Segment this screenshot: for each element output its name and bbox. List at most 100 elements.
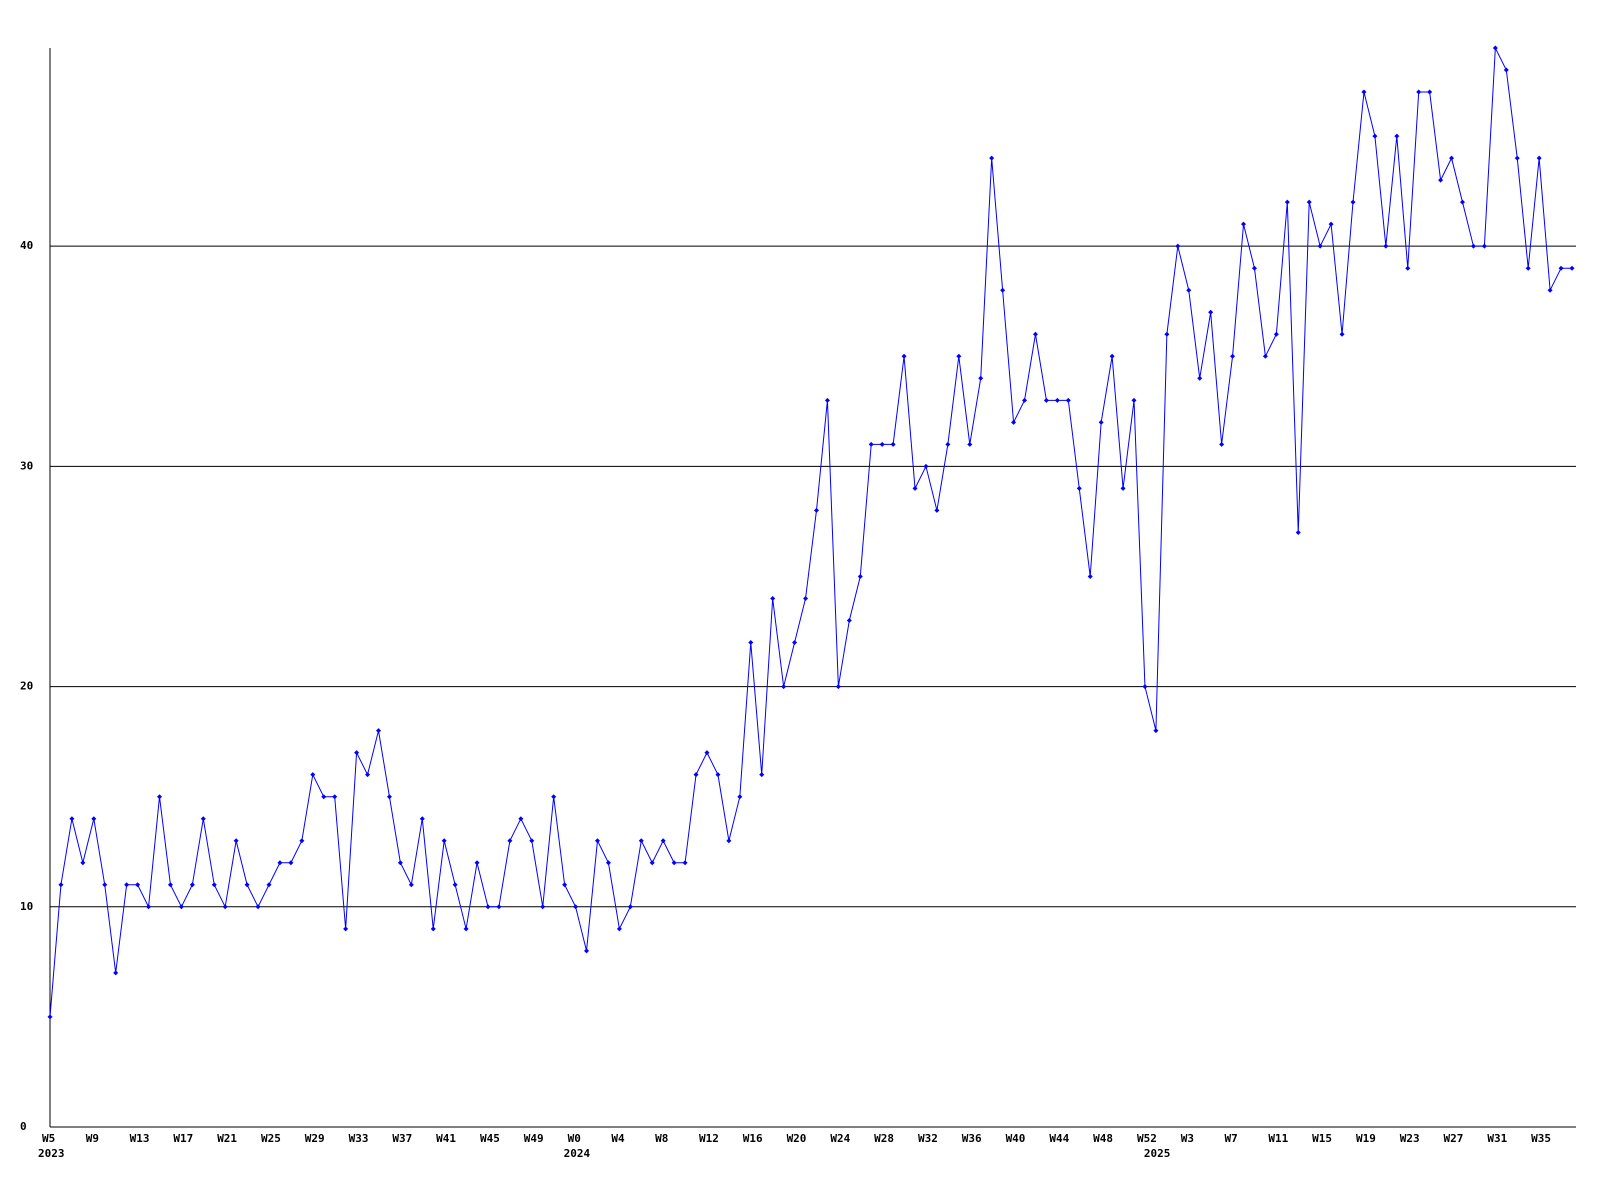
- data-point: [408, 882, 414, 888]
- data-point: [222, 904, 228, 910]
- data-point: [879, 441, 885, 447]
- data-point: [1536, 155, 1542, 161]
- data-point: [803, 596, 809, 602]
- data-point: [682, 860, 688, 866]
- x-tick-label: W40: [1006, 1132, 1026, 1145]
- x-tick-label: W29: [305, 1132, 325, 1145]
- data-point: [1251, 265, 1257, 271]
- y-tick-label: 40: [20, 239, 33, 252]
- data-point: [1383, 243, 1389, 249]
- data-point: [1098, 419, 1104, 425]
- data-point: [1470, 243, 1476, 249]
- data-point: [80, 860, 86, 866]
- data-point: [277, 860, 283, 866]
- data-point: [1054, 397, 1060, 403]
- data-point: [1492, 45, 1498, 51]
- data-point: [485, 904, 491, 910]
- y-tick-label: 20: [20, 680, 33, 693]
- data-point: [1022, 397, 1028, 403]
- data-point: [91, 816, 97, 822]
- data-point: [343, 926, 349, 932]
- data-point: [1120, 485, 1126, 491]
- data-point: [1372, 133, 1378, 139]
- data-point: [135, 882, 141, 888]
- data-point: [737, 794, 743, 800]
- data-point: [419, 816, 425, 822]
- data-point: [1460, 199, 1466, 205]
- x-tick-label: W45: [480, 1132, 500, 1145]
- data-point: [1076, 485, 1082, 491]
- data-point: [1109, 353, 1115, 359]
- data-point: [671, 860, 677, 866]
- data-point: [1065, 397, 1071, 403]
- data-point: [233, 838, 239, 844]
- data-point: [441, 838, 447, 844]
- data-point: [912, 485, 918, 491]
- data-point: [1032, 331, 1038, 337]
- data-point: [813, 507, 819, 513]
- data-point: [584, 948, 590, 954]
- x-tick-label: W35: [1531, 1132, 1551, 1145]
- x-tick-label: W17: [173, 1132, 193, 1145]
- data-point: [770, 596, 776, 602]
- data-point: [189, 882, 195, 888]
- data-point: [354, 750, 360, 756]
- data-point: [146, 904, 152, 910]
- data-point: [1449, 155, 1455, 161]
- data-point: [1284, 199, 1290, 205]
- data-point: [1219, 441, 1225, 447]
- data-point: [430, 926, 436, 932]
- data-point: [518, 816, 524, 822]
- x-tick-label: W19: [1356, 1132, 1376, 1145]
- data-point: [1394, 133, 1400, 139]
- data-point: [627, 904, 633, 910]
- x-tick-label: W31: [1487, 1132, 1507, 1145]
- x-year-label: 2023: [38, 1147, 65, 1160]
- x-tick-label: W49: [524, 1132, 544, 1145]
- data-point: [1317, 243, 1323, 249]
- data-point: [715, 772, 721, 778]
- data-point: [332, 794, 338, 800]
- x-tick-label: W11: [1268, 1132, 1288, 1145]
- data-point: [1142, 684, 1148, 690]
- data-point: [47, 1014, 53, 1020]
- data-point: [660, 838, 666, 844]
- x-tick-label: W24: [830, 1132, 850, 1145]
- x-year-label: 2024: [564, 1147, 591, 1160]
- x-tick-label: W13: [130, 1132, 150, 1145]
- data-point: [693, 772, 699, 778]
- x-tick-label: W25: [261, 1132, 281, 1145]
- data-point: [868, 441, 874, 447]
- data-point: [1558, 265, 1564, 271]
- data-point: [989, 155, 995, 161]
- data-point: [1525, 265, 1531, 271]
- data-point: [616, 926, 622, 932]
- data-point: [397, 860, 403, 866]
- data-point: [1241, 221, 1247, 227]
- data-point: [496, 904, 502, 910]
- data-point: [967, 441, 973, 447]
- x-tick-label: W8: [655, 1132, 668, 1145]
- x-tick-label: W7: [1225, 1132, 1238, 1145]
- data-point: [1087, 573, 1093, 579]
- data-point: [310, 772, 316, 778]
- data-point: [748, 640, 754, 646]
- x-tick-label: W9: [86, 1132, 99, 1145]
- data-point: [102, 882, 108, 888]
- x-tick-label: W52: [1137, 1132, 1157, 1145]
- data-point: [266, 882, 272, 888]
- y-tick-label: 30: [20, 459, 33, 472]
- data-point: [1405, 265, 1411, 271]
- data-point: [792, 640, 798, 646]
- data-point: [945, 441, 951, 447]
- x-tick-label: W0: [568, 1132, 581, 1145]
- data-point: [573, 904, 579, 910]
- data-point: [540, 904, 546, 910]
- data-point: [978, 375, 984, 381]
- x-tick-label: W21: [217, 1132, 237, 1145]
- data-point: [1350, 199, 1356, 205]
- data-point: [1000, 287, 1006, 293]
- x-year-label: 2025: [1144, 1147, 1171, 1160]
- data-point: [1197, 375, 1203, 381]
